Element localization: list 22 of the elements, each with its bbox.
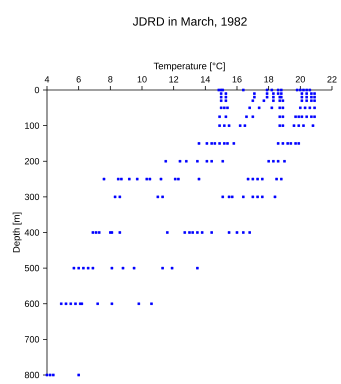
x-tick-label: 20 (296, 76, 305, 82)
y-tick-label: 0 (34, 86, 40, 94)
x-tick-label: 14 (201, 76, 210, 82)
y-tick-label: 800 (24, 372, 40, 378)
y-tick-label: 500 (24, 264, 40, 272)
y-tick-label: 200 (24, 158, 40, 164)
y-tick-label: 100 (25, 122, 40, 129)
x-tick-label: 4 (44, 76, 50, 82)
chart-title: JDRD in March, 1982 (132, 16, 247, 28)
x-tick-label: 12 (169, 76, 178, 82)
y-tick-label: 300 (24, 194, 40, 200)
y-tick-label: 600 (24, 300, 40, 307)
y-tick-label: 700 (24, 336, 40, 343)
x-tick-label: 18 (264, 76, 274, 82)
x-tick-label: 8 (108, 76, 112, 82)
x-axis-title: Temperature [°C] (154, 62, 225, 72)
x-tick-label: 10 (138, 76, 147, 82)
y-axis-title: Depth [m] (12, 212, 22, 252)
x-tick-label: 22 (327, 76, 337, 82)
x-tick-label: 16 (232, 76, 242, 82)
x-tick-label: 6 (76, 76, 81, 82)
y-tick-label: 400 (24, 229, 40, 236)
